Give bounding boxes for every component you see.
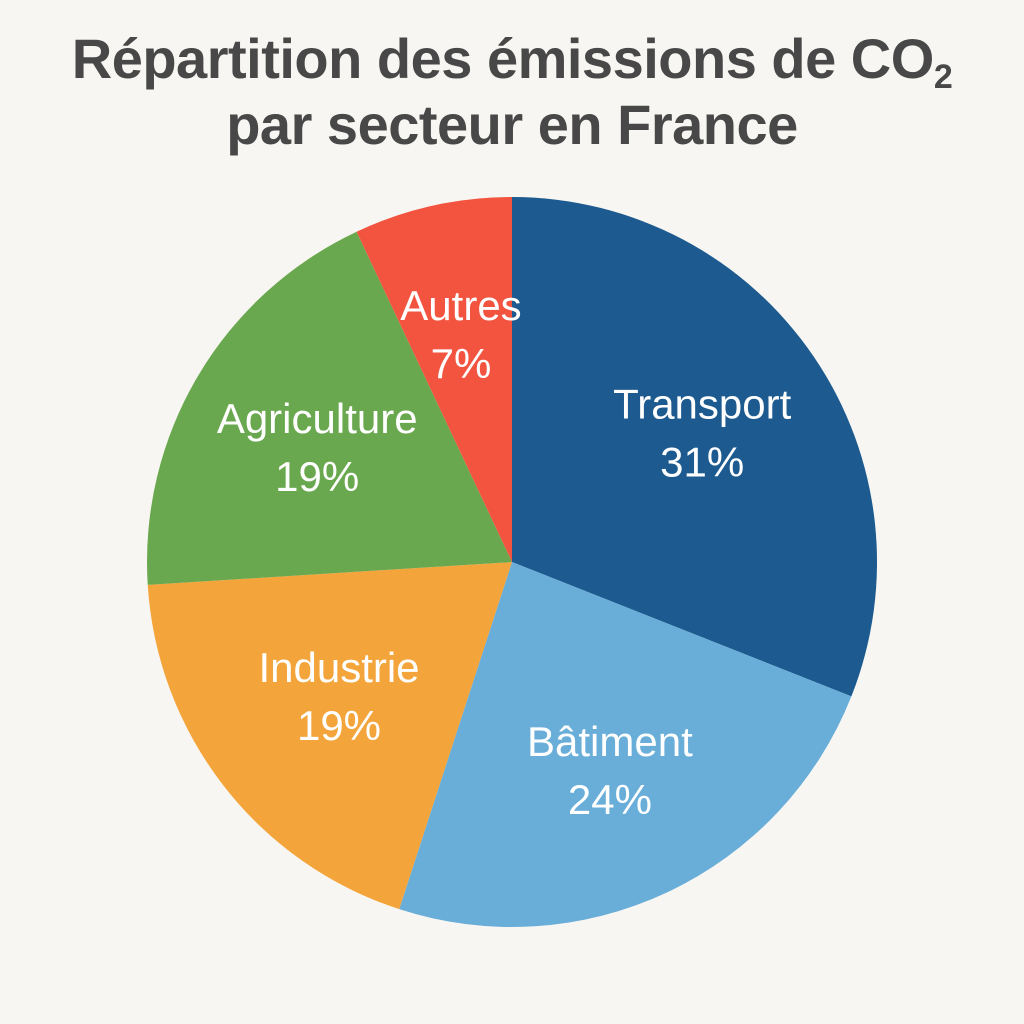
slice-category-label: Agriculture (217, 395, 418, 442)
title-line-1: Répartition des émissions de CO2 (71, 27, 953, 96)
pie-slice-autres (356, 197, 512, 562)
title-subscript: 2 (933, 58, 953, 96)
slice-value-label: 19% (275, 453, 359, 500)
slice-value-label: 31% (660, 439, 744, 486)
slice-value-label: 24% (568, 776, 652, 823)
slice-category-label: Autres (400, 282, 521, 329)
pie-slice-industrie (147, 562, 512, 910)
slice-category-label: Bâtiment (527, 718, 693, 765)
pie-slice-agriculture (146, 231, 513, 585)
title-line-2: par secteur en France (226, 93, 798, 156)
slice-value-label: 7% (431, 340, 492, 387)
pie-slices (146, 197, 878, 928)
pie-slice-transport (512, 197, 878, 697)
slice-category-label: Industrie (258, 644, 419, 691)
pie-labels: Transport 31% Bâtiment 24% Industrie 19% Agric… (217, 282, 792, 823)
slice-category-label: Transport (613, 381, 792, 428)
chart-title: Répartition des émissions de CO2 par sec… (0, 26, 1024, 158)
slice-value-label: 19% (297, 702, 381, 749)
pie-slice-batiment (399, 562, 852, 928)
